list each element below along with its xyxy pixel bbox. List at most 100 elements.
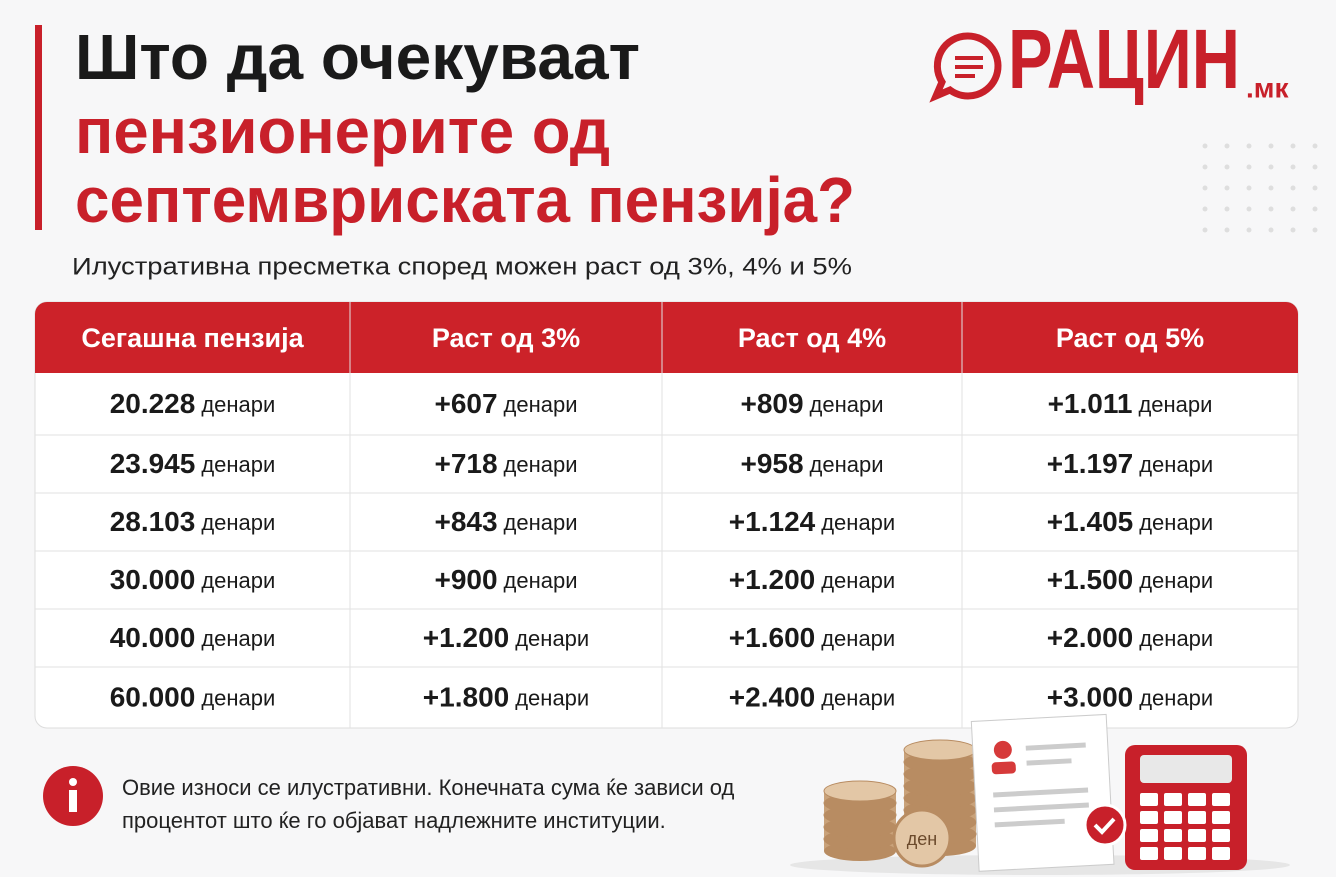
key [1212,811,1230,824]
cell-unit: денари [201,392,275,417]
cell-amount: 28.103 [110,506,196,537]
dot [1312,185,1318,191]
cell-unit: денари [821,568,895,593]
cell: 20.228 денари [110,388,276,419]
cell-unit: денари [810,452,884,477]
subtitle: Илустративна пресметка според можен раст… [72,253,852,280]
cell-unit: денари [201,568,275,593]
cell-amount: +809 [740,388,803,419]
cell-amount: 30.000 [110,564,196,595]
key [1140,811,1158,824]
key [1164,811,1182,824]
cell-amount: +1.200 [729,564,815,595]
cell-unit: денари [504,510,578,535]
column-header: Раст од 3% [432,323,580,353]
dot [1290,185,1296,191]
key [1140,793,1158,806]
cell: +958 денари [740,448,883,479]
document-line [993,787,1089,798]
cell-unit: денари [504,452,578,477]
cell: +1.500 денари [1047,564,1213,595]
cell-unit: денари [1138,392,1212,417]
note: Овие износи се илустративни. Конечната с… [43,766,735,833]
calculator [1125,745,1247,870]
key [1212,829,1230,842]
cell: +1.405 денари [1047,506,1213,537]
dot [1268,227,1274,233]
cell: +843 денари [434,506,577,537]
coin-label: ден [907,829,937,849]
cell-amount: 60.000 [110,682,196,713]
dot [1202,164,1208,170]
title-line: Што да очекуваат [75,21,640,93]
dot [1202,227,1208,233]
key [1188,793,1206,806]
dot [1246,143,1252,149]
dot [1202,185,1208,191]
dot [1268,164,1274,170]
cell-unit: денари [1139,452,1213,477]
dot [1224,164,1230,170]
logo-domain: .мк [1246,72,1289,103]
cell: 23.945 денари [110,448,276,479]
cell-amount: +3.000 [1047,682,1133,713]
cell-unit: денари [1139,626,1213,651]
dot-pattern [1202,143,1318,233]
cell-amount: +1.800 [423,682,509,713]
cell: +1.600 денари [729,622,895,653]
table: Сегашна пензија Раст од 3% Раст од 4% Раст … [34,301,1299,729]
document-line [1025,742,1086,751]
cell: +3.000 денари [1047,682,1213,713]
check-mark [1093,817,1116,835]
column-header: Сегашна пензија [81,323,304,353]
document [970,713,1115,872]
document-line [994,818,1065,828]
dot [1202,206,1208,212]
cell-unit: денари [1139,685,1213,710]
column-header: Раст од 5% [1056,323,1204,353]
cell-unit: денари [810,392,884,417]
cell-unit: денари [504,568,578,593]
key [1188,847,1206,860]
cell-unit: денари [515,626,589,651]
calculator-keys [1140,793,1230,860]
dot [1246,206,1252,212]
dot [1224,185,1230,191]
cell-amount: 23.945 [110,448,196,479]
cell: +1.197 денари [1047,448,1213,479]
dot [1290,227,1296,233]
dot [1290,143,1296,149]
column-header: Раст од 4% [738,323,886,353]
dot [1290,164,1296,170]
illustration: ден [790,713,1290,875]
cell: +2.400 денари [729,682,895,713]
calculator-screen [1140,755,1232,783]
cell-unit: денари [515,685,589,710]
check-icon [1083,803,1127,847]
cell-amount: 20.228 [110,388,196,419]
cell: 30.000 денари [110,564,276,595]
cell-unit: денари [1139,510,1213,535]
cell-amount: +1.011 [1048,388,1133,419]
cell-amount: +607 [434,388,497,419]
cell-amount: +2.000 [1047,622,1133,653]
cell-amount: 40.000 [110,622,196,653]
document-line [1026,758,1072,766]
cell: +1.200 денари [423,622,589,653]
cell-amount: +2.400 [729,682,815,713]
cell: +607 денари [434,388,577,419]
key [1140,829,1158,842]
cell-amount: +1.405 [1047,506,1133,537]
dot [1312,143,1318,149]
cell-unit: денари [201,452,275,477]
cell-amount: +958 [740,448,803,479]
cell: +1.800 денари [423,682,589,713]
cell-amount: +718 [434,448,497,479]
cell-unit: денари [821,510,895,535]
logo-name: РАЦИН [1008,12,1240,106]
cell: +1.011 денари [1048,388,1213,419]
cell-unit: денари [201,510,275,535]
cell-amount: +1.500 [1047,564,1133,595]
dot [1290,206,1296,212]
